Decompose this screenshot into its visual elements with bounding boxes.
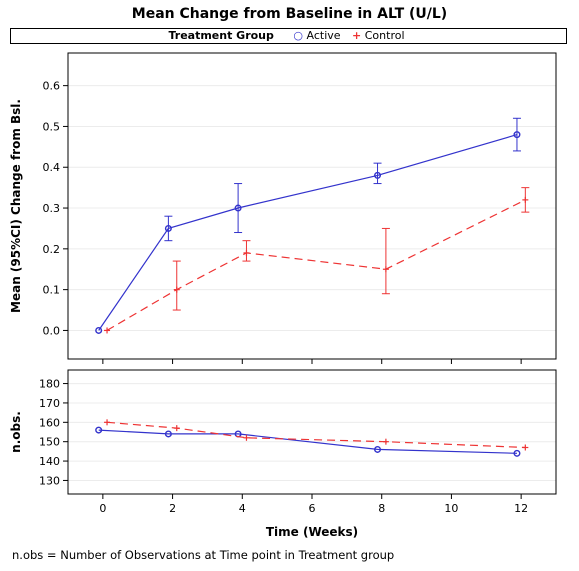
y-tick-label: 0.6: [43, 80, 61, 93]
series-line-control: [106, 421, 526, 449]
top-panel: 0.0 0.1 0.2 0.3 0.4 0.5 0.6 Mean (95%CI) Change…: [9, 52, 557, 364]
chart-title: Mean Change from Baseline in ALT (U/L): [131, 6, 448, 22]
y-tick-label: 0.2: [43, 243, 61, 256]
legend-label-control: Control: [364, 29, 405, 42]
bottom-panel: 130 140 150 160 170 180 n.obs. 0 2 4 6 8 10 12 Time (W…: [9, 369, 557, 539]
error-bar: [234, 183, 243, 234]
legend-label-active: Active: [306, 29, 341, 42]
y-tick-label: 140: [39, 455, 60, 468]
error-bar: [164, 215, 173, 242]
y-tick-label: 0.1: [43, 284, 61, 297]
data-point-control: [104, 419, 111, 426]
circle-marker-icon: ○: [293, 29, 303, 42]
x-tick-label: 10: [444, 502, 458, 515]
data-point-control: [173, 286, 180, 293]
series-line-active: [98, 134, 518, 331]
data-point-control: [243, 249, 250, 256]
legend-item-active: ○ Active: [293, 29, 344, 42]
legend-title: Treatment Group: [168, 29, 274, 42]
error-bar: [373, 162, 382, 185]
series-line-control: [106, 199, 526, 331]
data-point-active: [513, 449, 521, 457]
data-point-control: [243, 434, 250, 441]
x-axis-label: Time (Weeks): [266, 525, 358, 539]
y-tick-label: 150: [39, 436, 60, 449]
footnote: n.obs = Number of Observations at Time p…: [12, 548, 395, 562]
data-point-active: [95, 426, 103, 434]
plot-frame: [67, 52, 557, 360]
x-tick-label: 12: [514, 502, 528, 515]
data-point-control: [382, 266, 389, 273]
plus-marker-icon: +: [352, 29, 362, 42]
y-tick-label: 0.5: [43, 120, 61, 133]
data-point-active: [374, 171, 382, 179]
y-tick-label: 0.4: [43, 161, 61, 174]
data-point-active: [95, 326, 103, 334]
legend: Treatment Group ○ Active + Control: [10, 28, 567, 44]
y-tick-label: 130: [39, 474, 60, 487]
data-point-active: [164, 224, 172, 232]
x-tick-label: 8: [378, 502, 385, 515]
data-point-active: [513, 131, 521, 139]
x-tick-label: 6: [309, 502, 316, 515]
y-tick-label: 160: [39, 416, 60, 429]
y-axis-label: n.obs.: [9, 411, 23, 453]
y-tick-label: 180: [39, 378, 60, 391]
error-bar: [512, 117, 521, 152]
data-point-control: [173, 425, 180, 432]
series-line-active: [98, 429, 518, 454]
x-tick-label: 2: [169, 502, 176, 515]
data-point-control: [104, 327, 111, 334]
error-bar: [172, 260, 181, 311]
error-bar: [381, 227, 390, 295]
data-point-control: [382, 438, 389, 445]
legend-item-control: + Control: [352, 29, 404, 42]
data-point-active: [374, 445, 382, 453]
y-tick-label: 0.3: [43, 202, 61, 215]
data-point-active: [164, 430, 172, 438]
y-tick-label: 170: [39, 397, 60, 410]
data-point-active: [234, 204, 242, 212]
y-axis-label: Mean (95%CI) Change from Bsl.: [9, 99, 23, 313]
data-point-control: [522, 196, 529, 203]
y-tick-label: 0.0: [43, 324, 61, 337]
x-tick-label: 4: [239, 502, 246, 515]
x-tick-label: 0: [99, 502, 106, 515]
data-point-control: [522, 444, 529, 451]
